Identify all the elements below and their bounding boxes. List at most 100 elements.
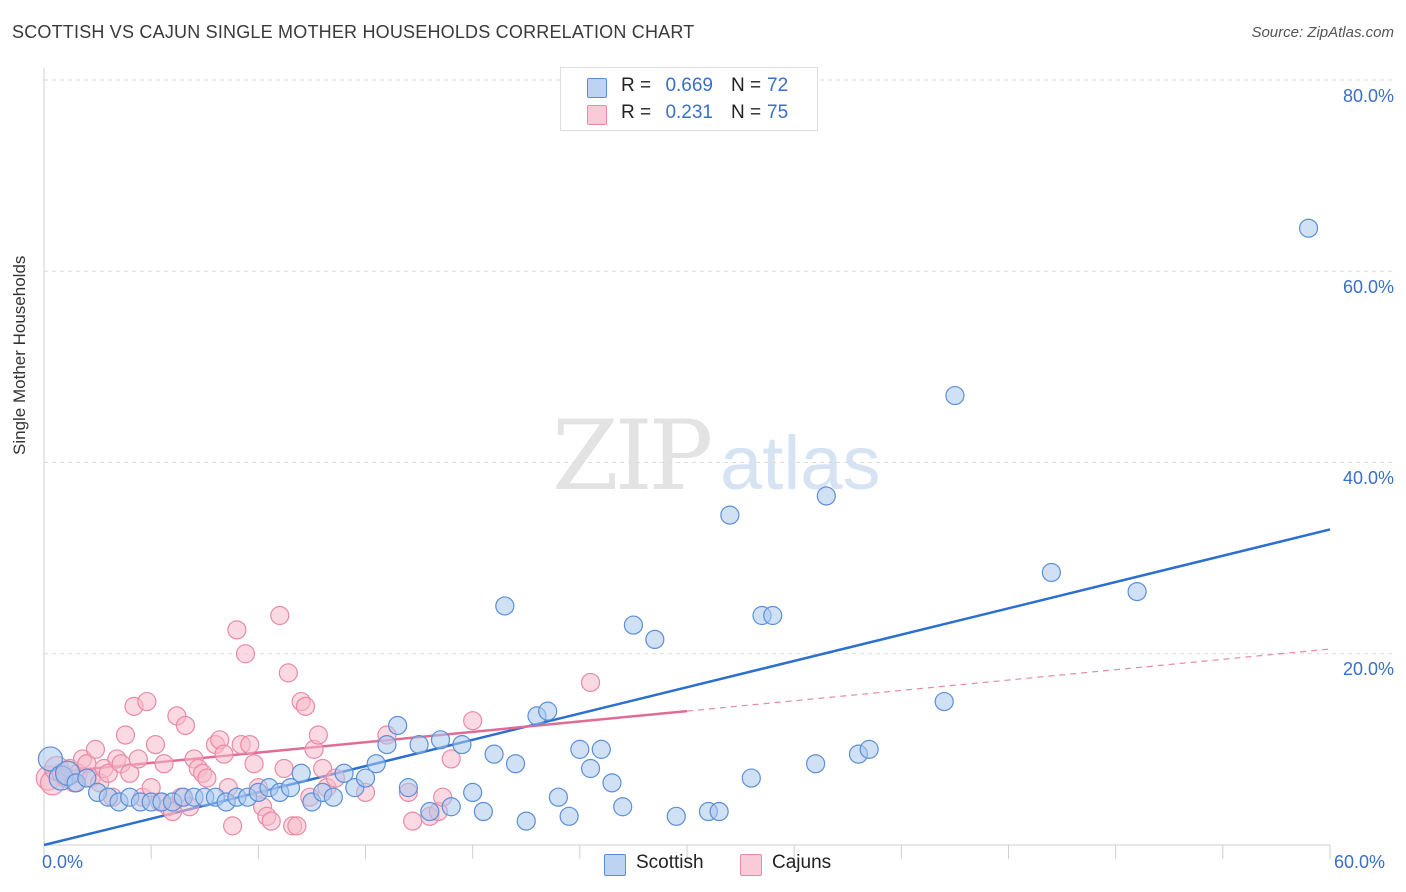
scottish-point [538, 701, 558, 721]
scottish-point [645, 629, 665, 650]
y-tick-label: 20.0% [1342, 659, 1394, 679]
cajun-point [154, 754, 174, 774]
scottish-point [77, 768, 97, 788]
data-points [35, 218, 1319, 836]
scottish-point [377, 734, 397, 755]
legend-n-value: 75 [767, 102, 789, 123]
correlation-legend: R = 0.669 N = 72 R = 0.231 N = 75 [560, 67, 818, 131]
scottish-point [1041, 562, 1061, 583]
scottish-point [1298, 218, 1319, 238]
scottish-point [452, 734, 472, 755]
cajun-point [403, 811, 423, 831]
source-label: Source: ZipAtlas.com [1251, 24, 1394, 41]
scottish-point [409, 734, 429, 755]
scottish-point [355, 768, 376, 788]
cajun-point [308, 725, 328, 745]
cajun-point [463, 711, 483, 731]
scottish-point [859, 739, 879, 759]
cajun-point [214, 744, 234, 764]
scottish-point [430, 730, 451, 750]
y-axis-label: Single Mother Households [10, 255, 29, 455]
scottish-point [388, 715, 408, 736]
legend-n-value: 72 [767, 75, 789, 96]
scottish-point [398, 778, 418, 798]
scottish-point [570, 739, 590, 759]
scottish-swatch-icon [587, 78, 607, 98]
cajun-point [98, 763, 118, 783]
gridlines [44, 79, 1396, 655]
scottish-point [463, 782, 483, 803]
legend-r-value: 0.231 [665, 102, 713, 123]
scottish-point [709, 801, 729, 822]
axes [43, 68, 1331, 859]
scottish-point [591, 739, 611, 759]
cajun-point [287, 816, 307, 836]
watermark-zip: ZIP [552, 400, 713, 512]
scottish-point [1127, 581, 1147, 602]
scottish-point [613, 797, 633, 817]
scottish-point [334, 763, 354, 783]
cajun-point [137, 691, 157, 712]
scottish-point [741, 768, 761, 788]
trend-line-cajuns [43, 709, 688, 775]
scottish-point [495, 596, 515, 616]
scottish-point [366, 754, 386, 774]
scottish-point [559, 806, 579, 826]
cajun-point [313, 758, 333, 779]
cajun-point [128, 749, 148, 769]
scottish-point [763, 605, 783, 626]
cajun-point [278, 663, 298, 683]
chart-title: SCOTTISH VS CAJUN SINGLE MOTHER HOUSEHOL… [12, 22, 695, 42]
cajun-point [580, 672, 601, 693]
scottish-point [720, 505, 740, 525]
trend-line-cajuns-extension [686, 648, 1331, 712]
cajun-point [240, 734, 260, 755]
cajun-point [270, 605, 290, 626]
scottish-point [602, 773, 622, 793]
scottish-swatch-icon [604, 854, 626, 876]
cajun-point [85, 739, 106, 759]
cajun-point [223, 816, 243, 836]
scottish-point [420, 801, 440, 822]
scottish-point [280, 778, 301, 798]
cajun-point [227, 620, 247, 640]
cajun-point [274, 758, 294, 779]
scottish-point [484, 744, 504, 764]
scottish-point [816, 486, 836, 506]
cajun-point [175, 715, 196, 736]
scottish-point [505, 754, 526, 774]
legend-n-label: N = [731, 102, 762, 123]
scottish-point [945, 385, 965, 406]
legend-label-scottish: Scottish [636, 852, 704, 873]
x-tick-label: 60.0% [1334, 852, 1386, 872]
scottish-point [934, 691, 954, 712]
legend-row-scottish: R = 0.669 N = 72 [561, 74, 817, 100]
cajun-point [197, 768, 217, 788]
legend-label-cajuns: Cajuns [772, 852, 832, 873]
scottish-point [580, 758, 601, 779]
scottish-point [548, 787, 569, 807]
scottish-point [666, 806, 686, 826]
cajun-point [145, 734, 166, 755]
scottish-point [473, 801, 493, 822]
scottish-point [37, 746, 64, 772]
cajun-swatch-icon [740, 854, 762, 876]
legend-r-value: 0.669 [665, 75, 713, 96]
cajun-swatch-icon [587, 105, 607, 125]
cajun-point [235, 644, 256, 664]
cajun-point [261, 811, 281, 831]
legend-row-cajuns: R = 0.231 N = 75 [561, 101, 817, 127]
scottish-point [516, 811, 536, 831]
legend-r-label: R = [621, 75, 652, 96]
cajun-point [244, 754, 264, 774]
cajun-point [441, 749, 461, 769]
scottish-point [805, 754, 826, 774]
cajun-point [120, 763, 140, 783]
scottish-point [291, 763, 311, 783]
scottish-point [323, 787, 343, 807]
x-tick-label: 0.0% [42, 852, 84, 872]
cajun-point [295, 696, 316, 716]
y-tick-label: 80.0% [1342, 86, 1394, 106]
legend-n-label: N = [731, 75, 762, 96]
